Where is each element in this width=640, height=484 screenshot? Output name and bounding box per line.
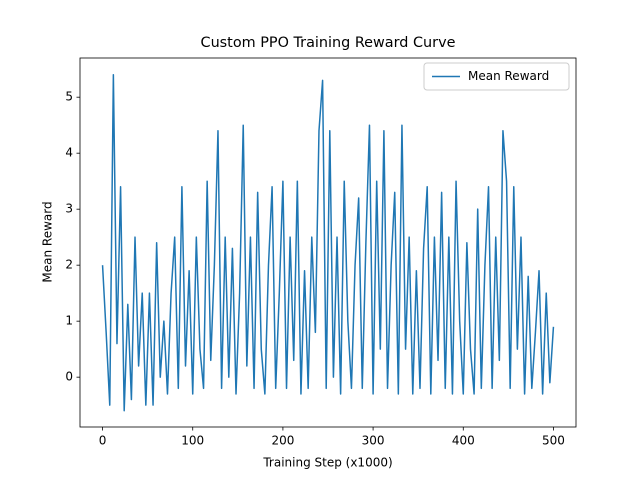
plot-frame <box>79 57 577 428</box>
x-tick-label: 100 <box>181 434 204 448</box>
y-tick-label: 2 <box>65 258 73 272</box>
x-axis-label: Training Step (x1000) <box>262 456 392 470</box>
y-tick-label: 1 <box>65 314 73 328</box>
legend-box <box>423 62 570 91</box>
y-tick-label: 0 <box>65 370 73 384</box>
chart-title: Custom PPO Training Reward Curve <box>201 35 456 51</box>
y-tick-label: 4 <box>65 146 73 160</box>
y-axis-label: Mean Reward <box>41 201 55 282</box>
x-tick-label: 400 <box>452 434 475 448</box>
x-tick-label: 300 <box>362 434 385 448</box>
y-tick-label: 5 <box>65 90 73 104</box>
data-line <box>101 74 555 412</box>
x-tick-label: 500 <box>542 434 565 448</box>
x-tick-label: 0 <box>99 434 107 448</box>
legend-label: Mean Reward <box>468 69 549 83</box>
y-tick-label: 3 <box>65 202 73 216</box>
x-tick-label: 200 <box>271 434 294 448</box>
